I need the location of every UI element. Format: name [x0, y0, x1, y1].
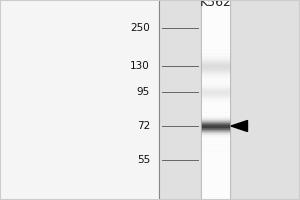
Bar: [201, 0, 230, 200]
Bar: [159, 0, 300, 200]
Text: K562: K562: [200, 0, 231, 9]
Text: 55: 55: [137, 155, 150, 165]
Polygon shape: [231, 120, 247, 132]
Text: 250: 250: [130, 23, 150, 33]
Bar: [0, 0, 159, 200]
Text: 95: 95: [137, 87, 150, 97]
Text: 130: 130: [130, 61, 150, 71]
Text: 72: 72: [137, 121, 150, 131]
